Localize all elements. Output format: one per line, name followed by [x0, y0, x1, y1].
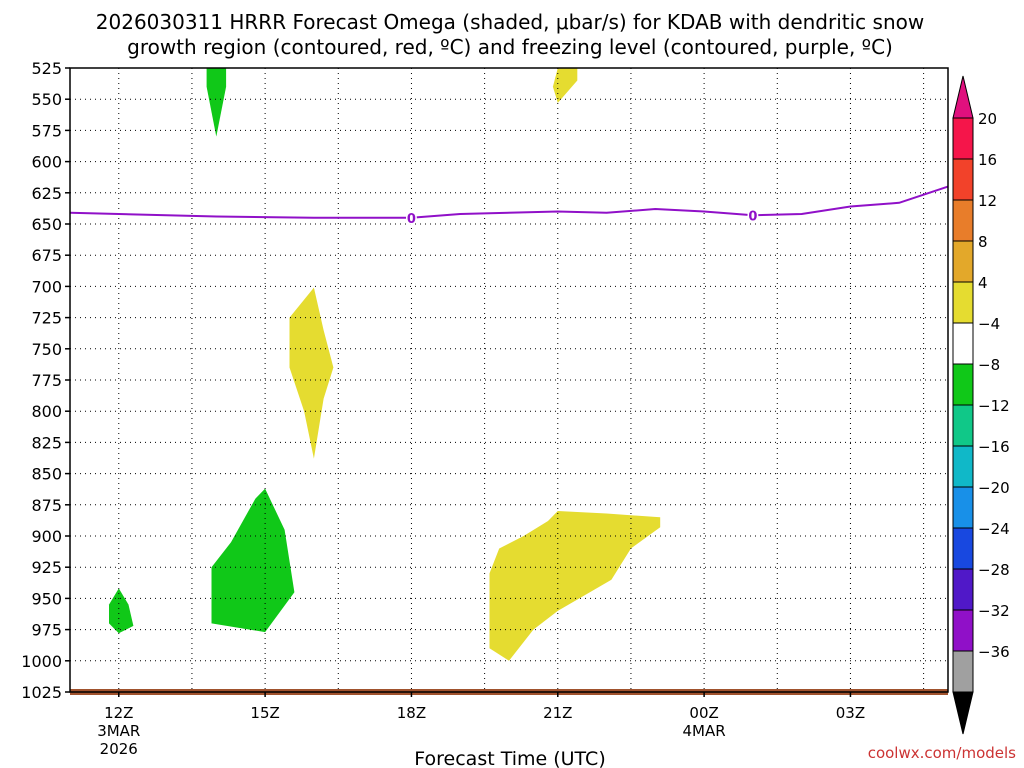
colorbar-bin-11	[952, 568, 974, 611]
y-tick-label-1025: 1025	[21, 683, 62, 702]
colorbar-label-4: 4	[978, 274, 988, 292]
x-tick-label-24: 00Z	[689, 704, 718, 722]
colorbar-bin-0	[952, 117, 974, 160]
omega-region-1	[109, 588, 134, 634]
y-tick-label-925: 925	[31, 558, 62, 577]
y-tick-label-850: 850	[31, 465, 62, 484]
y-tick-label-825: 825	[31, 433, 62, 452]
y-tick-label-525: 525	[31, 59, 62, 78]
y-tick-label-800: 800	[31, 402, 62, 421]
colorbar-bin-6	[952, 363, 974, 406]
colorbar-bin-3	[952, 240, 974, 283]
colorbar-label-0: 20	[978, 110, 997, 128]
colorbar-label-11: −28	[978, 561, 1010, 579]
y-tick-label-550: 550	[31, 90, 62, 109]
colorbar-label-5: −4	[978, 315, 1000, 333]
pressure-axis: 525 550 575 600 625 650 675 700 725 750 775 800 825 8…	[21, 59, 70, 702]
colorbar-label-6: −8	[978, 356, 1000, 374]
colorbar-bin-5	[952, 322, 974, 365]
y-tick-label-600: 600	[31, 153, 62, 172]
colorbar-bin-9	[952, 486, 974, 529]
colorbar-bin-13	[952, 650, 974, 693]
colorbar-bin-8	[952, 445, 974, 488]
y-tick-label-975: 975	[31, 621, 62, 640]
credit-text: coolwx.com/models	[868, 744, 1016, 762]
colorbar-bin-4	[952, 281, 974, 324]
colorbar-bin-12	[952, 609, 974, 652]
freezing-level-label-0: 0	[407, 212, 416, 227]
colorbar-bin-2	[952, 199, 974, 242]
colorbar-label-8: −16	[978, 438, 1010, 456]
colorbar-label-3: 8	[978, 233, 988, 251]
y-tick-label-575: 575	[31, 121, 62, 140]
y-tick-label-700: 700	[31, 277, 62, 296]
omega-region-0	[206, 68, 227, 137]
title-line-2: growth region (contoured, red, ºC) and f…	[127, 35, 893, 59]
y-tick-label-675: 675	[31, 246, 62, 265]
y-tick-label-725: 725	[31, 309, 62, 328]
x-tick-sublabel-12-1: 2026	[100, 740, 138, 758]
freezing-level-line	[69, 185, 949, 219]
colorbar-label-7: −12	[978, 397, 1010, 415]
colorbar-bottom-arrow	[952, 691, 974, 735]
colorbar-label-2: 12	[978, 192, 997, 210]
y-tick-label-650: 650	[31, 215, 62, 234]
x-tick-label-21: 21Z	[543, 704, 572, 722]
x-tick-sublabel-24-0: 4MAR	[683, 722, 726, 740]
y-tick-label-950: 950	[31, 589, 62, 608]
y-tick-label-625: 625	[31, 184, 62, 203]
colorbar-bin-10	[952, 527, 974, 570]
colorbar-bin-7	[952, 404, 974, 447]
x-axis-label: Forecast Time (UTC)	[414, 748, 605, 768]
y-tick-label-775: 775	[31, 371, 62, 390]
omega-region-3	[552, 68, 578, 103]
x-tick-label-27: 03Z	[836, 704, 865, 722]
y-tick-label-900: 900	[31, 527, 62, 546]
omega-colorbar: 20 16 12 8 4 −4 −8 −12 −16 −20 −24 −28 −32 −36	[952, 75, 1010, 735]
title-line-1: 2026030311 HRRR Forecast Omega (shaded, …	[96, 10, 924, 34]
colorbar-label-1: 16	[978, 151, 997, 169]
freezing-level-label-1: 0	[748, 209, 757, 224]
x-tick-label-12: 12Z	[104, 704, 133, 722]
x-tick-label-15: 15Z	[250, 704, 279, 722]
colorbar-bin-1	[952, 158, 974, 201]
colorbar-label-10: −24	[978, 520, 1010, 538]
y-tick-label-1000: 1000	[21, 652, 62, 671]
y-tick-label-875: 875	[31, 496, 62, 515]
colorbar-label-13: −36	[978, 643, 1010, 661]
omega-region-2	[211, 488, 295, 633]
colorbar-label-9: −20	[978, 479, 1010, 497]
colorbar-label-12: −32	[978, 602, 1010, 620]
omega-region-4	[289, 287, 334, 459]
omega-region-5	[489, 511, 661, 661]
x-tick-label-18: 18Z	[397, 704, 426, 722]
colorbar-top-arrow	[952, 75, 974, 119]
y-tick-label-750: 750	[31, 340, 62, 359]
chart-title: 2026030311 HRRR Forecast Omega (shaded, …	[96, 10, 924, 59]
x-tick-sublabel-12-0: 3MAR	[97, 722, 140, 740]
